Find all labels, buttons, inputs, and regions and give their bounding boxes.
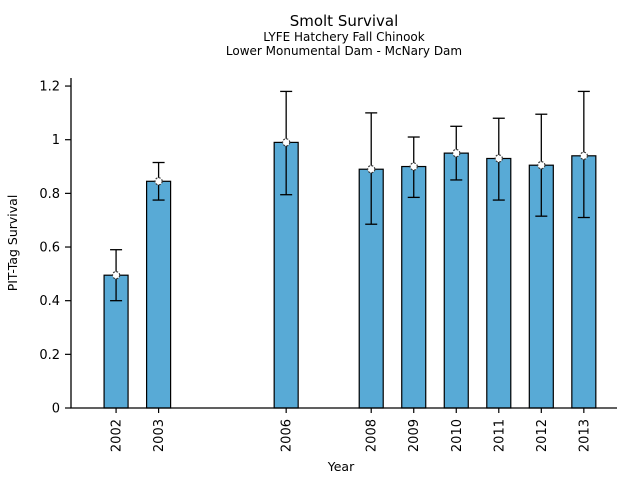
- y-tick-label-1: 1: [52, 133, 60, 148]
- marker-2006: [281, 138, 291, 147]
- marker-2003: [154, 177, 163, 186]
- marker-2002: [111, 270, 121, 280]
- x-tick-label-2003: 2003: [152, 419, 167, 452]
- y-axis-ticks: 0 0.2 0.4 0.6 0.8 1 1.2: [39, 80, 71, 417]
- bars-layer: [103, 141, 597, 409]
- x-tick-label-2002: 2002: [110, 419, 125, 452]
- x-tick-label-2012: 2012: [535, 419, 550, 452]
- y-tick-label-0.2: 0.2: [39, 348, 60, 363]
- y-tick-label-0: 0: [52, 402, 60, 417]
- marker-2012: [537, 160, 546, 170]
- y-tick-label-1.2: 1.2: [39, 80, 60, 95]
- x-axis-ticks: 2002 2003 2006 2008 2009 2010 2011 2012 2013: [110, 408, 592, 452]
- x-tick-label-2011: 2011: [492, 419, 507, 452]
- bar-2011: [486, 157, 512, 409]
- marker-2008: [367, 165, 376, 174]
- x-tick-label-2008: 2008: [365, 419, 380, 452]
- axes-layer: [70, 78, 617, 409]
- y-tick-label-0.8: 0.8: [39, 187, 60, 202]
- x-tick-label-2010: 2010: [450, 419, 465, 452]
- bar-2010: [443, 152, 469, 409]
- chart-subtitle-line1: LYFE Hatchery Fall Chinook: [263, 30, 424, 44]
- marker-2010: [452, 148, 461, 158]
- x-tick-label-2006: 2006: [280, 419, 295, 452]
- y-tick-label-0.6: 0.6: [39, 241, 60, 256]
- chart-title: Smolt Survival: [290, 12, 399, 30]
- x-axis-label: Year: [327, 459, 355, 474]
- errorbars-layer: [110, 90, 590, 302]
- marker-2013: [579, 151, 589, 161]
- bar-2003: [145, 180, 172, 409]
- y-axis-label: PIT-Tag Survival: [5, 195, 20, 292]
- markers-layer: [111, 138, 589, 280]
- chart-subtitle-line2: Lower Monumental Dam - McNary Dam: [226, 44, 462, 58]
- bar-2009: [401, 165, 427, 409]
- x-tick-label-2013: 2013: [577, 419, 592, 452]
- y-tick-label-0.4: 0.4: [39, 294, 60, 309]
- marker-2009: [409, 162, 418, 171]
- marker-2011: [494, 154, 503, 163]
- x-tick-label-2009: 2009: [407, 419, 422, 452]
